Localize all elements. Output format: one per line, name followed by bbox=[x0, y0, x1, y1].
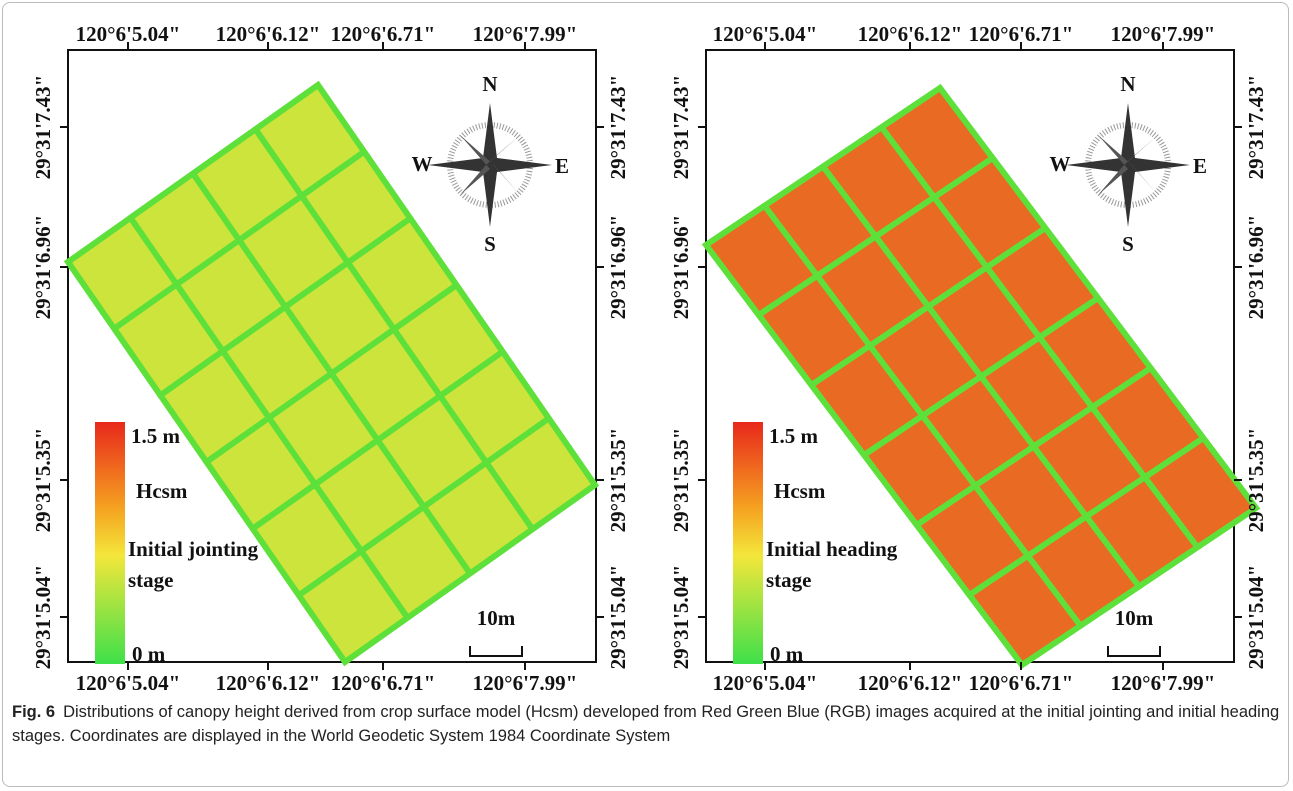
left-tick-label: 29°31'5.35" bbox=[31, 428, 55, 533]
compass-star bbox=[428, 103, 552, 227]
scale-bar bbox=[1108, 646, 1160, 656]
compass-n: N bbox=[482, 72, 497, 96]
caption-label: Fig. 6 bbox=[12, 703, 55, 721]
legend-stage: stage bbox=[766, 568, 812, 592]
legend-bar bbox=[95, 422, 125, 664]
legend-title: Hcsm bbox=[136, 479, 188, 503]
left-tick-label: 29°31'5.04" bbox=[31, 565, 55, 670]
bottom-tick-label: 120°6'7.99" bbox=[473, 671, 578, 695]
bottom-tick-label: 120°6'7.99" bbox=[1111, 671, 1216, 695]
bottom-tick-label: 120°6'5.04" bbox=[76, 671, 181, 695]
compass-s: S bbox=[484, 232, 496, 256]
top-tick-label: 120°6'5.04" bbox=[76, 22, 181, 46]
right-tick-label: 29°31'7.43" bbox=[606, 75, 630, 180]
top-tick-label: 120°6'6.12" bbox=[858, 22, 963, 46]
right-tick-label: 29°31'7.43" bbox=[1244, 75, 1268, 180]
legend-stage: Initial heading bbox=[766, 537, 898, 561]
right-tick-label: 29°31'6.96" bbox=[606, 215, 630, 320]
legend-max: 1.5 m bbox=[769, 424, 819, 448]
scale-label: 10m bbox=[477, 606, 516, 630]
right-tick-label: 29°31'5.04" bbox=[606, 565, 630, 670]
compass-n: N bbox=[1120, 72, 1135, 96]
legend-min: 0 m bbox=[132, 642, 166, 666]
scale-label: 10m bbox=[1115, 606, 1154, 630]
compass-w: W bbox=[1050, 152, 1071, 176]
top-tick-label: 120°6'5.04" bbox=[713, 22, 818, 46]
bottom-tick-label: 120°6'6.71" bbox=[331, 671, 436, 695]
right-tick-label: 29°31'5.35" bbox=[606, 428, 630, 533]
compass-star bbox=[1066, 103, 1190, 227]
legend-stage: stage bbox=[128, 568, 174, 592]
legend-title: Hcsm bbox=[774, 479, 826, 503]
top-tick-label: 120°6'6.71" bbox=[969, 22, 1074, 46]
bottom-tick-label: 120°6'6.71" bbox=[969, 671, 1074, 695]
legend-max: 1.5 m bbox=[131, 424, 181, 448]
compass-s: S bbox=[1122, 232, 1134, 256]
right-tick-label: 29°31'6.96" bbox=[1244, 215, 1268, 320]
compass-e: E bbox=[555, 154, 569, 178]
compass-w: W bbox=[412, 152, 433, 176]
left-tick-label: 29°31'5.04" bbox=[669, 565, 693, 670]
bottom-tick-label: 120°6'6.12" bbox=[858, 671, 963, 695]
legend-stage: Initial jointing bbox=[128, 537, 259, 561]
page: 120°6'5.04"120°6'5.04"120°6'6.12"120°6'6… bbox=[0, 0, 1293, 791]
top-tick-label: 120°6'6.12" bbox=[216, 22, 321, 46]
legend-bar bbox=[733, 422, 763, 664]
left-tick-label: 29°31'5.35" bbox=[669, 428, 693, 533]
bottom-tick-label: 120°6'5.04" bbox=[713, 671, 818, 695]
top-tick-label: 120°6'7.99" bbox=[1111, 22, 1216, 46]
left-tick-label: 29°31'7.43" bbox=[31, 75, 55, 180]
top-tick-label: 120°6'7.99" bbox=[473, 22, 578, 46]
caption-text: Distributions of canopy height derived f… bbox=[12, 703, 1279, 745]
left-tick-label: 29°31'6.96" bbox=[31, 215, 55, 320]
figure: 120°6'5.04"120°6'5.04"120°6'6.12"120°6'6… bbox=[0, 0, 1293, 700]
left-tick-label: 29°31'7.43" bbox=[669, 75, 693, 180]
right-tick-label: 29°31'5.04" bbox=[1244, 565, 1268, 670]
scale-bar bbox=[470, 646, 522, 656]
bottom-tick-label: 120°6'6.12" bbox=[216, 671, 321, 695]
legend-min: 0 m bbox=[770, 642, 804, 666]
compass-e: E bbox=[1193, 154, 1207, 178]
top-tick-label: 120°6'6.71" bbox=[331, 22, 436, 46]
left-tick-label: 29°31'6.96" bbox=[669, 215, 693, 320]
right-tick-label: 29°31'5.35" bbox=[1244, 428, 1268, 533]
